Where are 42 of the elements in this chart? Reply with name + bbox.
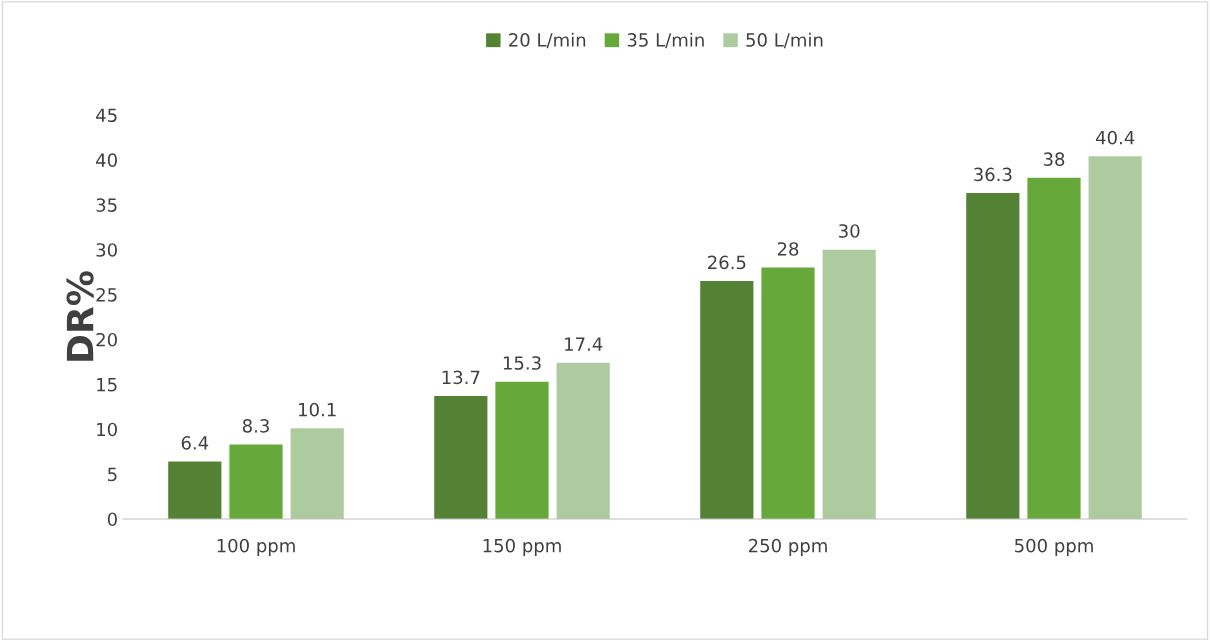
y-tick-label: 20 — [96, 332, 117, 347]
data-label: 10.1 — [299, 402, 336, 417]
y-tick-label: 45 — [96, 108, 117, 123]
data-label: 6.4 — [181, 436, 209, 450]
data-label: 28 — [777, 242, 799, 256]
y-tick-label: 25 — [96, 288, 117, 302]
bar — [434, 396, 488, 519]
data-label: 36.3 — [974, 167, 1012, 182]
legend-label: 35 L/min — [627, 32, 704, 49]
x-tick-label: 150 ppm — [483, 538, 561, 556]
bar — [556, 362, 610, 519]
y-tick-label: 30 — [96, 243, 117, 257]
data-label: 13.7 — [442, 370, 480, 385]
x-tick-label: 100 ppm — [217, 538, 295, 556]
x-tick-label: 500 ppm — [1015, 538, 1093, 556]
y-tick-label: 10 — [97, 422, 117, 437]
y-tick-label: 5 — [108, 467, 117, 482]
bar — [168, 461, 222, 519]
legend-label: 50 L/min — [746, 32, 823, 49]
data-label: 15.3 — [503, 356, 541, 370]
data-label: 8.3 — [242, 419, 269, 433]
y-tick-label: 35 — [96, 198, 117, 212]
y-tick-label: 15 — [97, 378, 117, 392]
bar — [495, 381, 549, 519]
data-label: 26.5 — [708, 255, 746, 270]
data-label: 30 — [839, 224, 860, 238]
bar — [1027, 177, 1081, 519]
data-label: 40.4 — [1095, 130, 1135, 145]
legend-label: 20 L/min — [509, 32, 586, 49]
bar — [966, 193, 1020, 519]
bar — [229, 444, 283, 519]
y-axis-title: DR% — [66, 271, 94, 361]
y-tick-label: 0 — [107, 512, 117, 527]
y-tick-label: 40 — [96, 153, 117, 168]
bar — [822, 249, 876, 519]
bar — [290, 428, 344, 519]
data-label: 17.4 — [565, 337, 603, 351]
bar — [761, 267, 815, 519]
data-label: 38 — [1043, 152, 1065, 167]
bar — [700, 281, 754, 519]
bar — [1088, 156, 1142, 519]
x-tick-label: 250 ppm — [748, 538, 827, 556]
